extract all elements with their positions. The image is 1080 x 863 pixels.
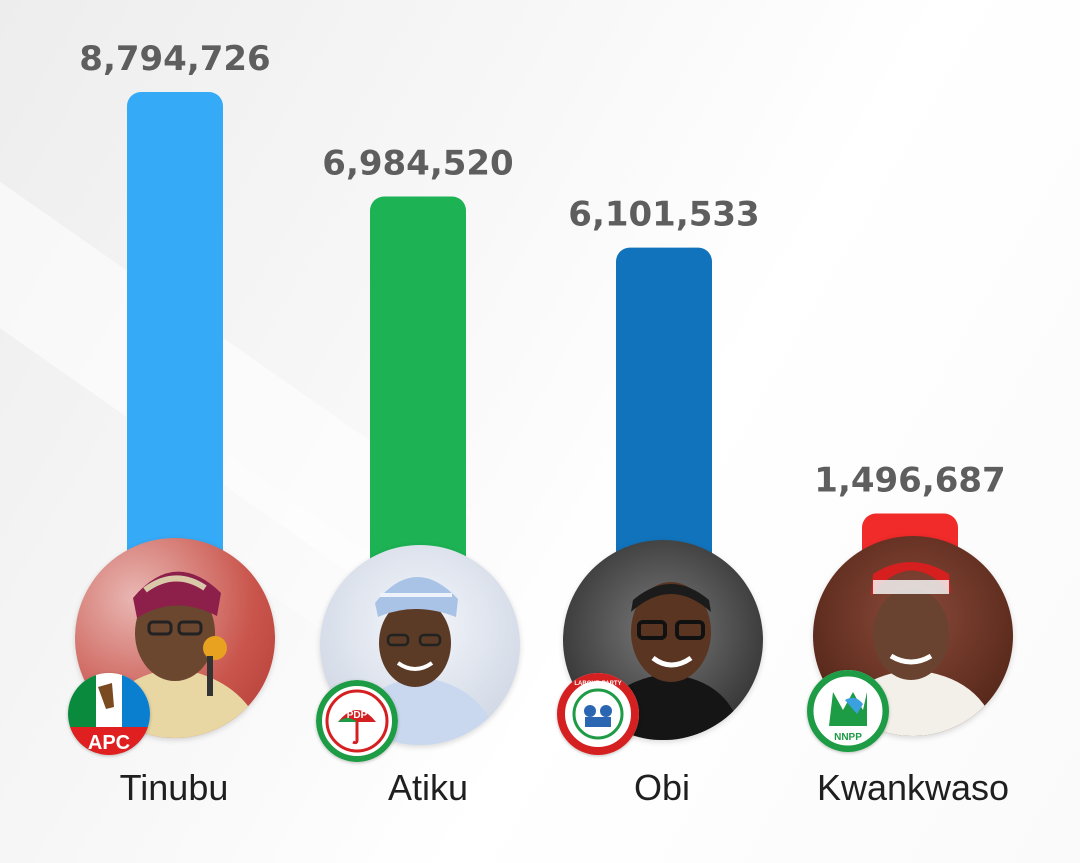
candidate-name-tinubu: Tinubu [119,767,229,808]
nnpp-logo-text: NNPP [834,732,862,743]
bar-obi [616,247,712,621]
apc-logo-text: APC [88,732,130,754]
bar-atiku [370,196,466,620]
value-label-tinubu: 8,794,726 [79,39,270,79]
candidate-name-obi: Obi [633,767,691,808]
value-label-obi: 6,101,533 [568,195,759,235]
value-label-atiku: 6,984,520 [322,144,513,184]
candidate-name-atiku: Atiku [387,767,469,808]
value-label-kwankwaso: 1,496,687 [814,461,1005,501]
labour-party-logo: LABOUR PARTY [557,673,639,755]
pdp-logo-text: PDP [347,710,368,721]
labour-party-logo-text: LABOUR PARTY [574,681,621,687]
bar-tinubu [127,92,223,620]
apc-logo: APC [68,673,150,755]
candidate-name-kwankwaso: Kwankwaso [816,767,1010,808]
nnpp-logo: NNPP [807,670,889,752]
pdp-logo: PDP [316,680,398,762]
